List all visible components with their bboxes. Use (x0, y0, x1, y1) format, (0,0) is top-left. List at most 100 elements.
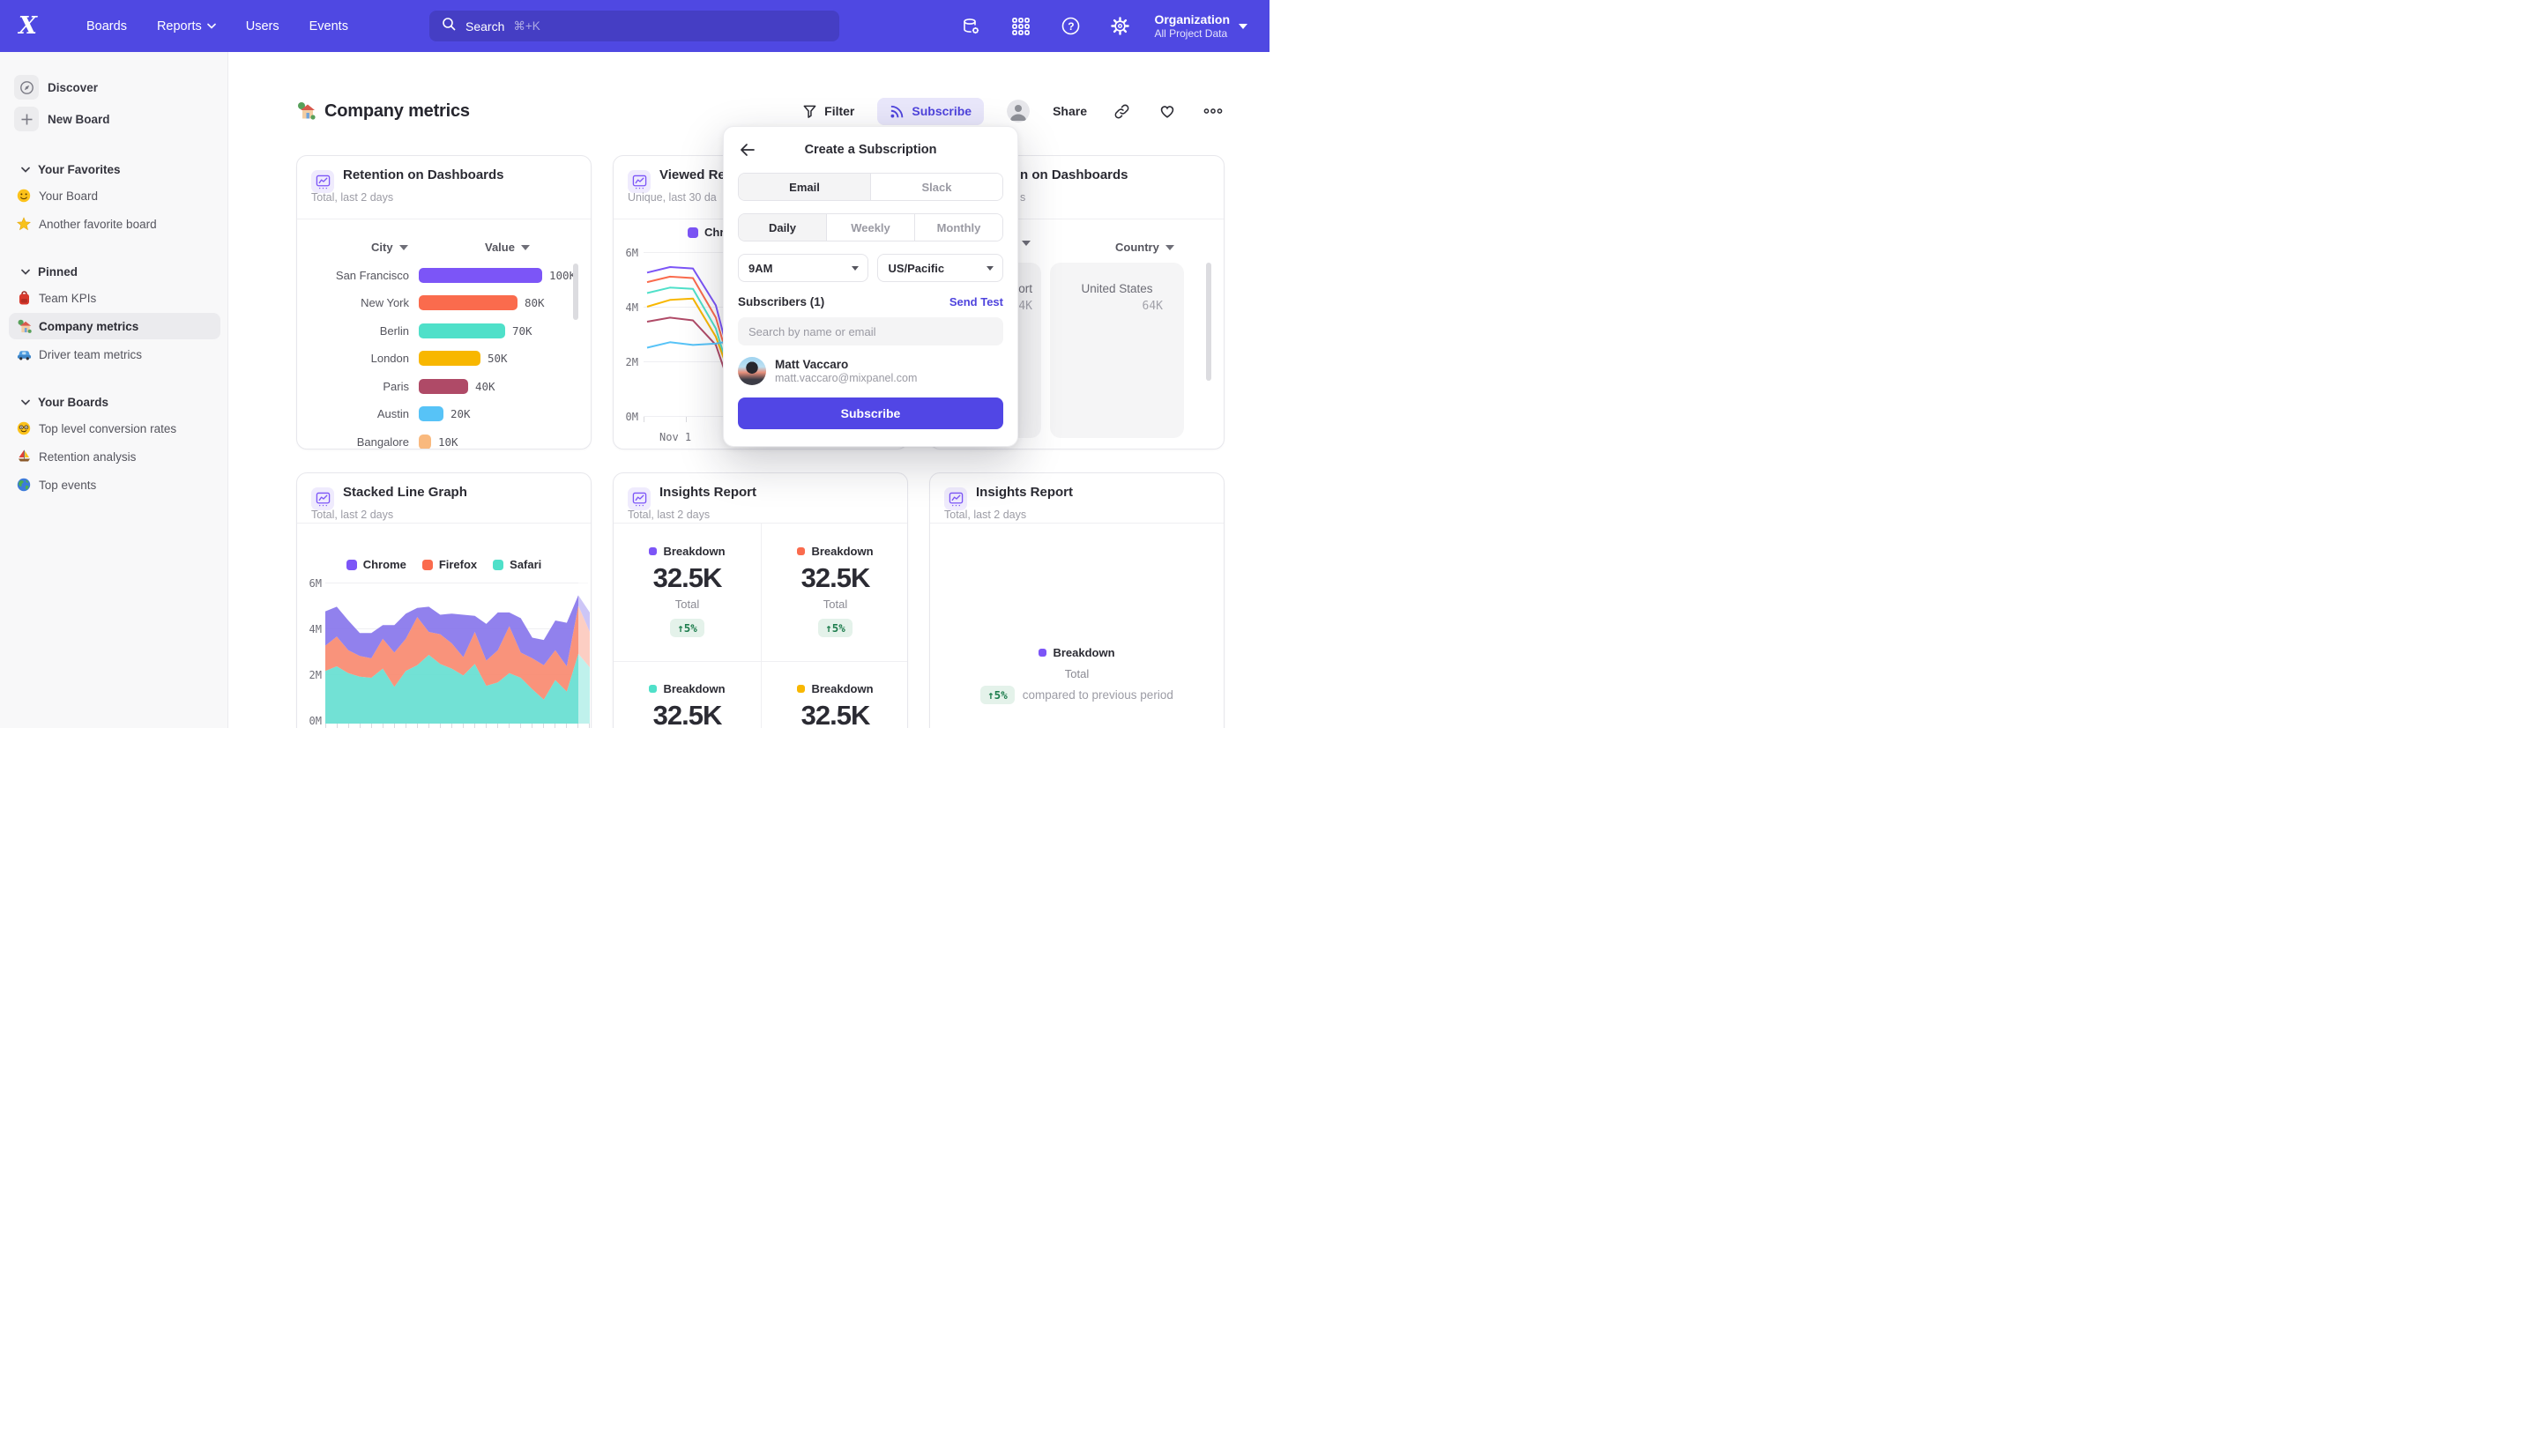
favorite-heart-icon[interactable] (1156, 100, 1179, 123)
car-emoji-icon (16, 346, 32, 362)
subscribe-button[interactable]: Subscribe (877, 97, 985, 125)
card-subtitle: Unique, last 30 da (628, 191, 717, 204)
sidebar-item-new-board[interactable]: New Board (0, 103, 227, 135)
sidebar-item-top-level-conversion-rates[interactable]: Top level conversion rates (9, 415, 220, 442)
card-subtitle: Total, last 2 days (944, 509, 1027, 521)
bar-label: Paris (383, 379, 409, 393)
sidebar-section-header-your-favorites[interactable]: Your Favorites (0, 158, 227, 181)
modal-title: Create a Subscription (804, 143, 937, 157)
subscriber-avatar (738, 357, 766, 385)
report-chart-icon (628, 170, 651, 193)
y-tick: 6M (625, 247, 638, 259)
subscriber-search-input[interactable] (738, 317, 1003, 345)
series-dot (797, 685, 806, 693)
page-title-text: Company metrics (324, 100, 470, 121)
sidebar-item-another-favorite-board[interactable]: Another favorite board (9, 211, 220, 237)
incomplete-period-overlay (578, 579, 590, 724)
sidebar-item-your-board[interactable]: Your Board (9, 182, 220, 209)
card-header: Viewed Re Unique, last 30 da (614, 156, 907, 219)
sidebar-section-header-your-boards[interactable]: Your Boards (0, 390, 227, 413)
chevron-down-icon (987, 266, 994, 271)
sidebar-item-discover[interactable]: Discover (0, 71, 227, 103)
help-icon[interactable]: ? (1055, 11, 1085, 41)
sidebar-section: Your Favorites Your Board Another favorite… (0, 158, 227, 237)
sidebar-item-driver-team-metrics[interactable]: Driver team metrics (9, 341, 220, 368)
delta-note: compared to previous period (1022, 688, 1173, 702)
sidebar-item-label: Another favorite board (39, 217, 157, 231)
frequency-tab-monthly[interactable]: Monthly (914, 214, 1002, 241)
bar (419, 378, 468, 394)
card-header: n on Dashboards s (930, 156, 1224, 219)
y-tick: 4M (309, 623, 322, 635)
x-axis-label: Nov 1 (659, 431, 692, 443)
column-header-city[interactable]: City (371, 241, 408, 254)
sidebar-item-label: Top events (39, 478, 97, 492)
subscriber-row[interactable]: Matt Vaccaro matt.vaccaro@mixpanel.com (738, 357, 1003, 385)
more-options-icon[interactable] (1202, 100, 1225, 123)
bar-row-berlin: Berlin 70K (297, 319, 591, 342)
send-test-link[interactable]: Send Test (949, 295, 1003, 308)
nav-menu: Boards Reports Users Events (86, 19, 348, 33)
y-tick: 0M (625, 411, 638, 423)
sidebar-item-company-metrics[interactable]: Company metrics (9, 313, 220, 339)
bar-label: San Francisco (335, 268, 409, 282)
copy-link-icon[interactable] (1110, 100, 1133, 123)
card-scrollbar[interactable] (573, 264, 578, 320)
modal-subscribe-button[interactable]: Subscribe (738, 397, 1003, 429)
sidebar-item-label: Your Board (39, 189, 99, 203)
bar-value: 50K (488, 352, 508, 365)
filter-button[interactable]: Filter (802, 104, 854, 119)
card-header: Insights Report Total, last 2 days (614, 473, 907, 524)
channel-tab-email[interactable]: Email (739, 174, 870, 200)
bar-label: New York (361, 296, 409, 309)
column-header-value[interactable]: Value (485, 241, 530, 254)
database-gear-icon[interactable] (957, 11, 987, 41)
frequency-tab-daily[interactable]: Daily (739, 214, 826, 241)
card-subtitle: Total, last 2 days (628, 509, 711, 521)
legend-swatch (493, 559, 504, 570)
report-chart-icon (628, 487, 651, 510)
back-arrow-icon[interactable] (738, 140, 757, 160)
card-title: Insights Report (659, 485, 757, 500)
sort-caret-icon (520, 244, 530, 250)
share-button[interactable]: Share (1053, 104, 1087, 118)
nav-item-reports[interactable]: Reports (157, 19, 216, 33)
legend-item-chrome: Chrome (346, 558, 406, 571)
kpi-sub: Total (823, 598, 848, 611)
sidebar-item-team-kpis[interactable]: Team KPIs (9, 285, 220, 311)
frequency-tab-weekly[interactable]: Weekly (826, 214, 914, 241)
sort-caret-icon (1165, 244, 1174, 250)
smiley-emoji-icon (16, 188, 32, 204)
time-select[interactable]: 9AM (738, 254, 869, 282)
org-switcher[interactable]: Organization All Project Data (1154, 12, 1247, 40)
mixpanel-logo-icon[interactable]: X (18, 11, 41, 40)
column-header-hidden[interactable] (1022, 241, 1031, 246)
card-scrollbar[interactable] (1206, 263, 1211, 381)
sidebar-section: Your Boards Top level conversion rates Ret… (0, 390, 227, 498)
channel-tab-slack[interactable]: Slack (870, 174, 1002, 200)
nav-item-events[interactable]: Events (309, 19, 348, 33)
nav-item-users[interactable]: Users (245, 19, 279, 33)
search-input[interactable]: Search ⌘+K (429, 11, 839, 41)
sidebar-item-top-events[interactable]: Top events (9, 472, 220, 498)
legend-swatch (421, 559, 433, 570)
apps-grid-icon[interactable] (1006, 11, 1036, 41)
timezone-select[interactable]: US/Pacific (877, 254, 1003, 282)
geo-cell-united-states[interactable]: United States 64K (1050, 263, 1184, 438)
nav-item-boards[interactable]: Boards (86, 19, 127, 33)
y-tick: 0M (309, 715, 322, 727)
kpi-quadrant-1: Breakdown 32.5K Total ↑5% (614, 524, 761, 660)
board-title-row: Company metrics Filter Subscribe (296, 94, 1225, 128)
user-avatar[interactable] (1007, 100, 1031, 123)
org-name: Organization (1154, 12, 1230, 26)
search-icon (442, 17, 457, 36)
app-screen: X Boards Reports Users Events Search ⌘+K (0, 0, 1270, 728)
gear-icon[interactable] (1105, 11, 1135, 41)
kpi-quadrant-2: Breakdown 32.5K Total ↑5% (762, 524, 907, 660)
sidebar-section-header-pinned[interactable]: Pinned (0, 260, 227, 283)
card-insights-single: Insights Report Total, last 2 days Break… (929, 472, 1225, 728)
column-header-country[interactable]: Country (1115, 241, 1174, 254)
sidebar-item-label: Top level conversion rates (39, 421, 177, 435)
sidebar-item-retention-analysis[interactable]: Retention analysis (9, 443, 220, 470)
